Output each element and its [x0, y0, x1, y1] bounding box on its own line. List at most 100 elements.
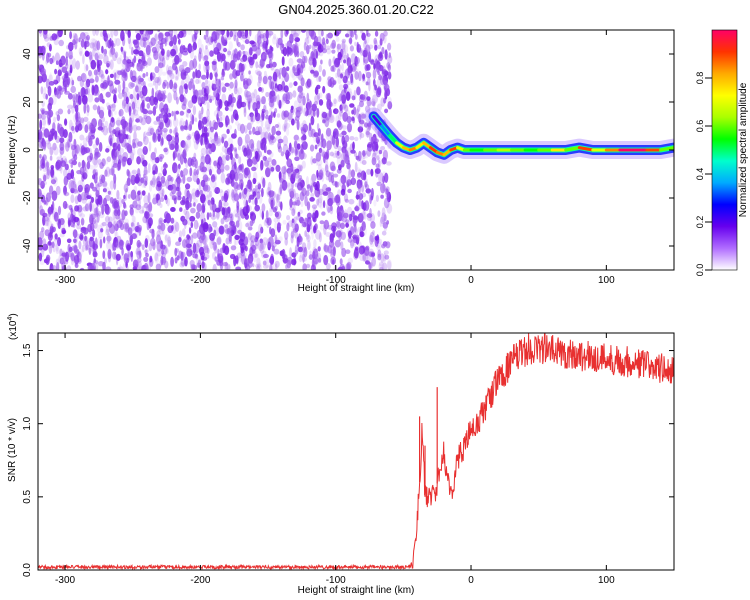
- noise-blob: [132, 124, 138, 132]
- noise-blob: [302, 95, 306, 106]
- noise-blob: [370, 98, 376, 106]
- noise-blob: [139, 30, 144, 35]
- noise-blob: [59, 221, 66, 231]
- noise-blob: [116, 235, 122, 241]
- noise-blob: [140, 63, 144, 72]
- noise-blob: [246, 143, 250, 154]
- noise-blob: [258, 87, 263, 92]
- noise-blob: [335, 30, 342, 35]
- noise-blob: [134, 195, 141, 202]
- noise-blob: [367, 216, 372, 222]
- noise-blob: [282, 93, 288, 102]
- noise-blob: [115, 240, 120, 249]
- noise-blob: [343, 59, 347, 64]
- noise-blob: [228, 213, 233, 219]
- noise-blob: [126, 157, 132, 166]
- noise-blob: [85, 64, 89, 71]
- noise-blob: [347, 159, 351, 166]
- noise-blob: [272, 61, 277, 68]
- noise-blob: [200, 44, 204, 55]
- noise-blob: [260, 99, 264, 105]
- noise-blob: [367, 252, 371, 263]
- noise-blob: [112, 89, 117, 95]
- noise-blob: [235, 82, 238, 92]
- noise-blob: [364, 105, 371, 113]
- noise-blob: [68, 58, 74, 68]
- noise-blob: [297, 246, 303, 253]
- noise-blob: [213, 41, 219, 51]
- noise-blob: [283, 85, 289, 93]
- noise-blob: [161, 188, 165, 197]
- noise-blob: [90, 134, 95, 140]
- noise-blob: [362, 154, 366, 160]
- noise-blob: [313, 110, 316, 117]
- noise-blob: [138, 85, 143, 95]
- noise-blob: [359, 130, 362, 140]
- noise-blob: [112, 155, 116, 165]
- noise-blob: [361, 184, 365, 193]
- noise-blob: [358, 245, 365, 255]
- noise-blob: [125, 96, 129, 105]
- noise-blob: [201, 261, 205, 269]
- noise-blob: [143, 39, 147, 48]
- noise-blob: [111, 40, 114, 48]
- noise-blob: [370, 59, 375, 65]
- noise-blob: [289, 206, 294, 211]
- noise-blob: [258, 223, 263, 234]
- noise-blob: [224, 228, 231, 235]
- noise-blob: [262, 264, 269, 269]
- noise-blob: [236, 166, 240, 174]
- noise-blob: [192, 105, 197, 116]
- noise-blob: [186, 176, 193, 182]
- noise-blob: [297, 67, 301, 76]
- noise-blob: [311, 204, 318, 209]
- noise-blob: [337, 122, 343, 131]
- noise-blob: [115, 38, 121, 47]
- noise-blob: [214, 187, 221, 194]
- noise-blob: [82, 172, 88, 180]
- noise-blob: [304, 230, 308, 238]
- noise-blob: [170, 194, 174, 200]
- noise-blob: [358, 70, 362, 82]
- noise-blob: [82, 206, 88, 212]
- noise-blob: [228, 94, 233, 105]
- noise-blob: [162, 256, 167, 264]
- noise-blob: [110, 30, 114, 38]
- noise-blob: [152, 197, 158, 205]
- noise-blob: [357, 204, 362, 210]
- noise-blob: [92, 174, 96, 180]
- noise-blob: [97, 231, 103, 239]
- noise-blob: [77, 233, 81, 239]
- noise-blob: [38, 178, 43, 188]
- noise-blob: [354, 41, 357, 47]
- noise-blob: [285, 151, 291, 157]
- noise-blob: [80, 217, 85, 226]
- noise-blob: [68, 131, 73, 143]
- noise-blob: [212, 221, 218, 228]
- noise-blob: [326, 140, 332, 151]
- noise-blob: [314, 184, 319, 191]
- noise-blob: [132, 138, 136, 146]
- noise-blob: [350, 73, 354, 84]
- spectrogram-y-label: Frequency (Hz): [7, 116, 18, 185]
- noise-blob: [117, 92, 123, 100]
- noise-blob: [260, 226, 264, 234]
- noise-blob: [72, 96, 77, 102]
- noise-blob: [80, 117, 85, 124]
- noise-blob: [257, 74, 262, 84]
- noise-blob: [238, 173, 244, 182]
- noise-blob: [157, 76, 162, 86]
- noise-blob: [207, 166, 214, 174]
- noise-blob: [39, 164, 43, 171]
- noise-blob: [108, 168, 115, 176]
- noise-blob: [283, 110, 290, 118]
- noise-blob: [205, 184, 211, 193]
- noise-blob: [293, 169, 297, 176]
- noise-blob: [164, 244, 168, 254]
- noise-blob: [156, 241, 163, 252]
- noise-blob: [155, 90, 161, 100]
- noise-blob: [367, 141, 373, 152]
- noise-blob: [297, 182, 303, 191]
- noise-blob: [348, 168, 352, 175]
- noise-blob: [143, 135, 149, 146]
